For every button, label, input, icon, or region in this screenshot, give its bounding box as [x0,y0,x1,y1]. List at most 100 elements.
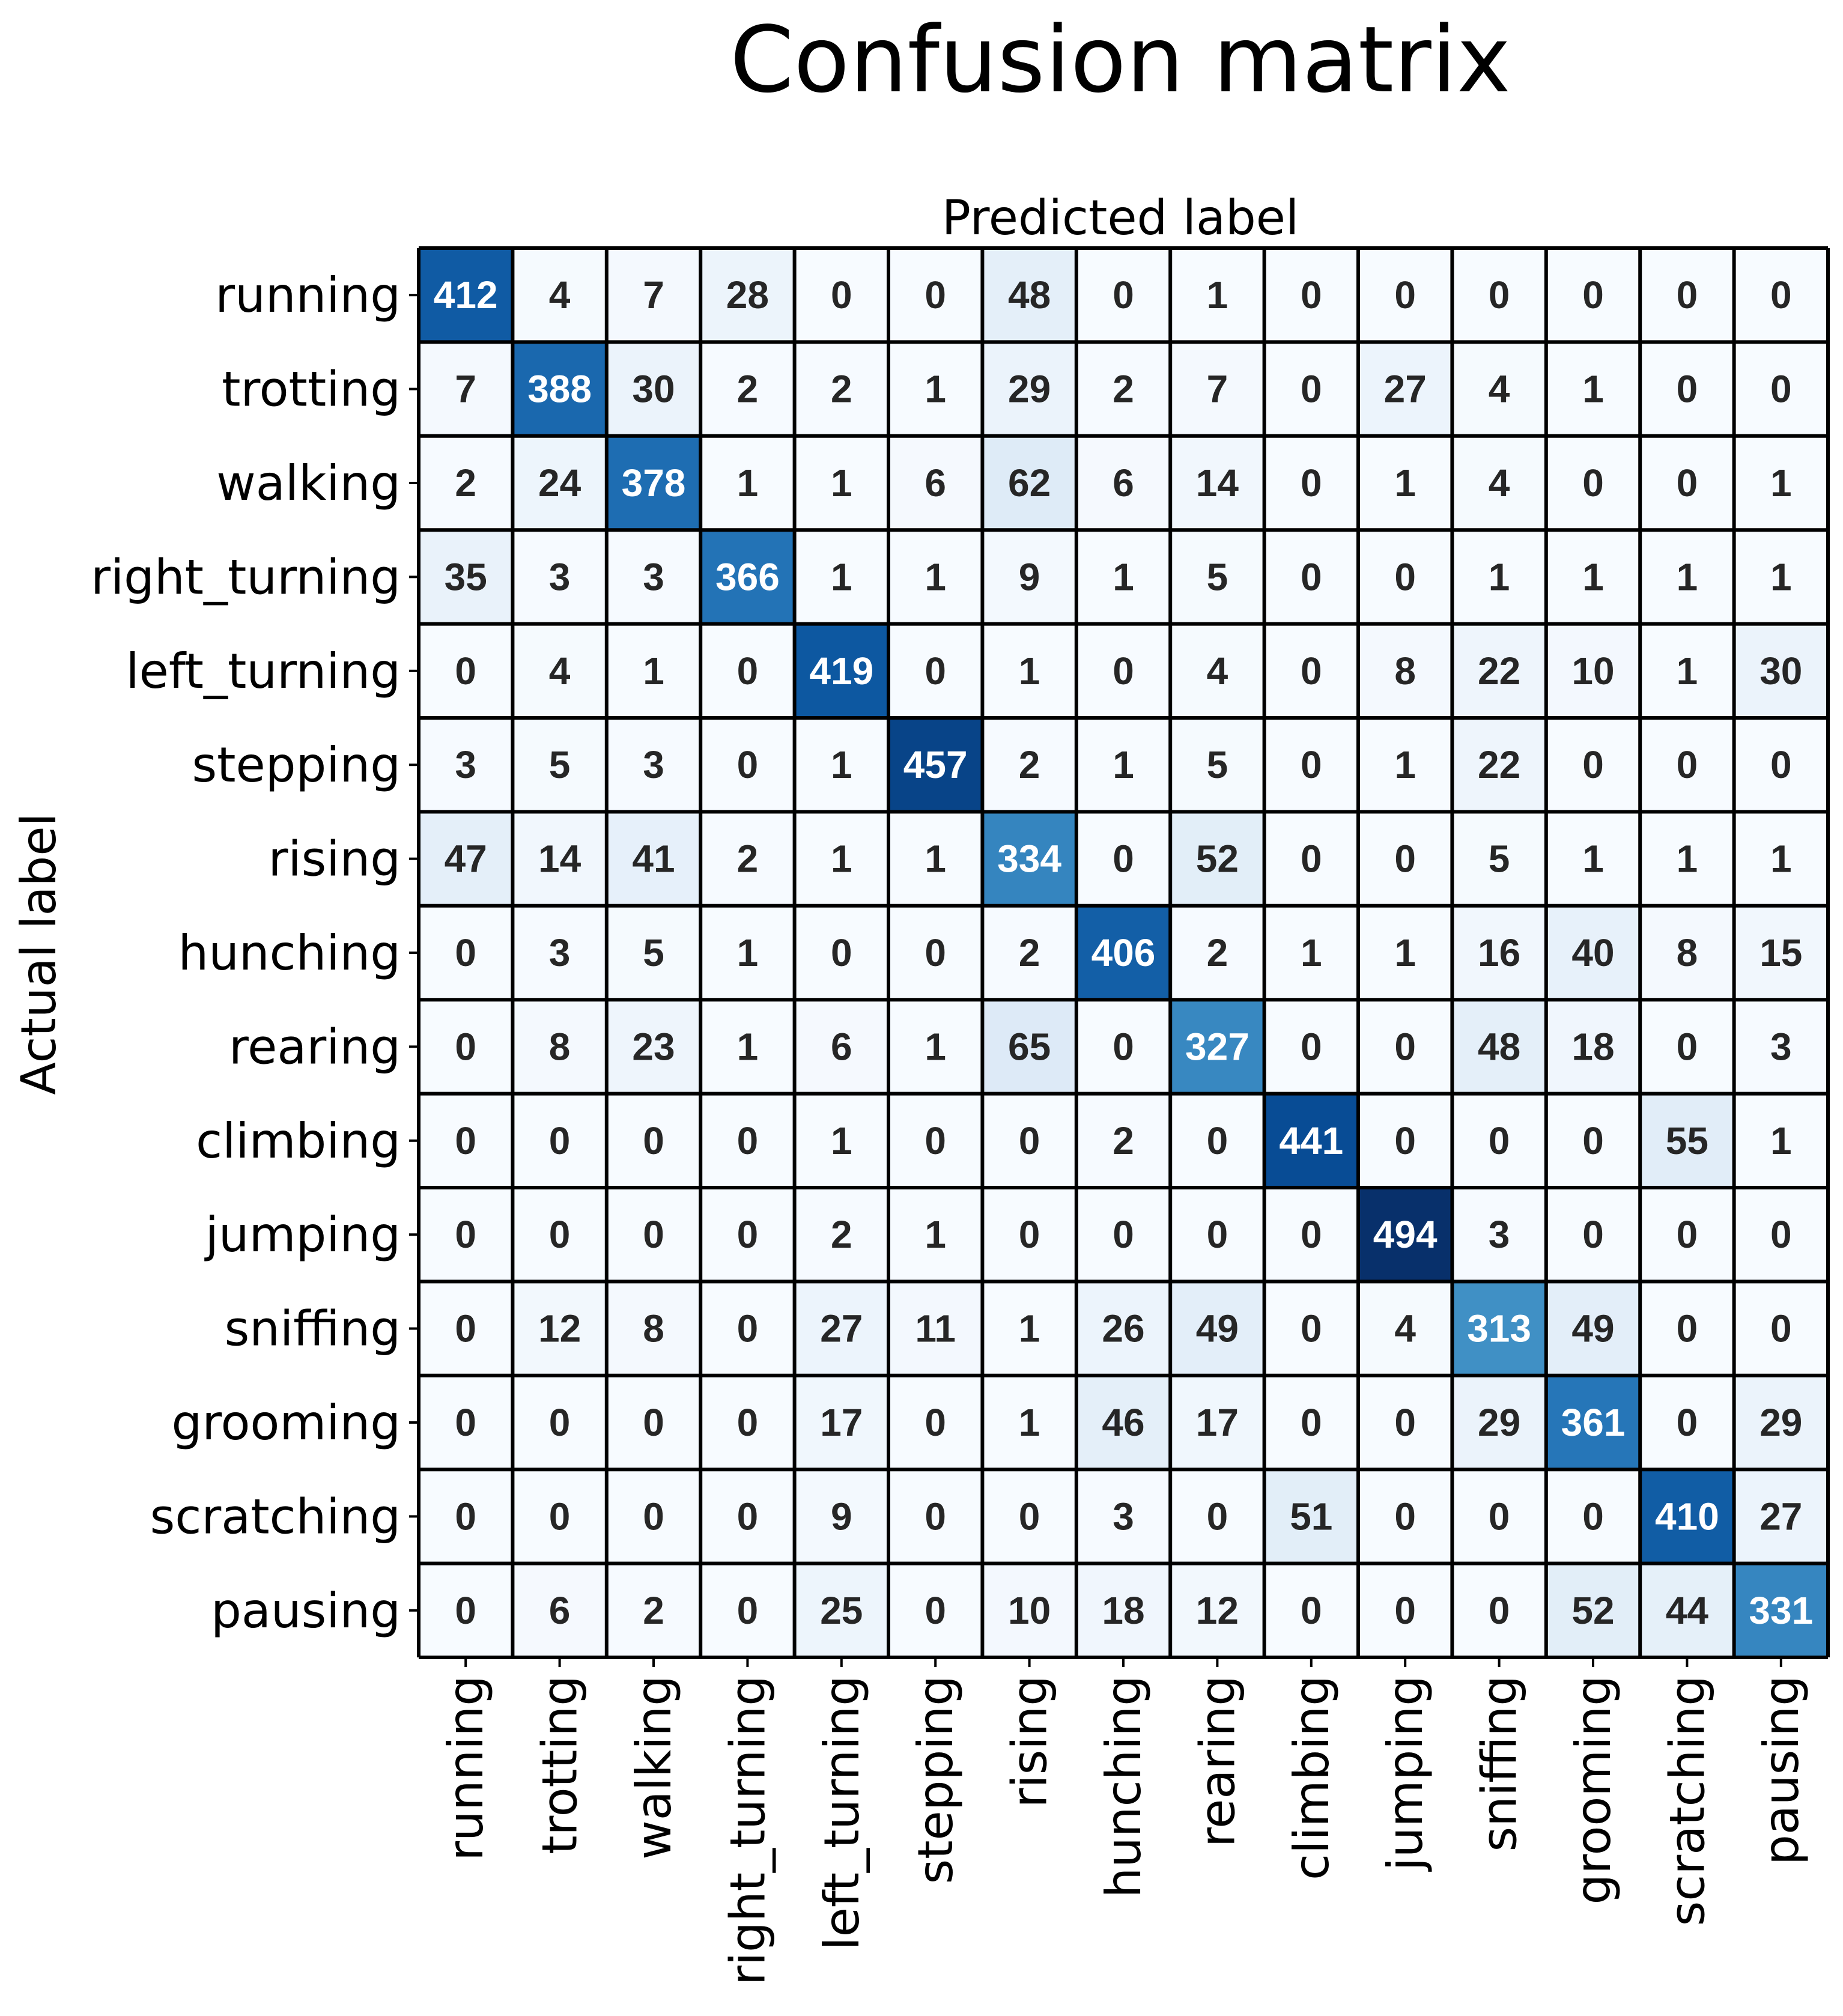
heatmap-cell-5-13 [1640,718,1734,812]
cell-value-label-0-9: 0 [1301,273,1322,317]
heatmap-cell-7-3 [700,905,795,1000]
cell-value-label-0-14: 0 [1770,273,1792,317]
heatmap-cell-1-8 [1170,342,1265,436]
cell-value-label-3-2: 3 [643,555,664,598]
heatmap-cell-3-8 [1170,530,1265,624]
heatmap-cell-1-7 [1076,342,1171,436]
cell-value-label-7-1: 3 [549,931,571,974]
heatmap-cell-3-0 [419,530,513,624]
heatmap-cell-0-8 [1170,248,1265,342]
cell-value-label-13-6: 0 [1019,1495,1040,1538]
cell-value-label-9-12: 0 [1582,1119,1604,1162]
cell-value-label-4-13: 1 [1677,649,1698,693]
heatmap-cell-8-9 [1264,1000,1358,1094]
cell-value-label-13-0: 0 [455,1495,476,1538]
cell-value-label-5-9: 0 [1301,743,1322,786]
cell-value-label-10-2: 0 [643,1213,664,1256]
heatmap-cell-9-3 [700,1093,795,1188]
cell-value-label-13-5: 0 [925,1495,946,1538]
heatmap-cell-2-4 [794,436,888,530]
x-tick-label-left_turning: left_turning [814,1675,870,1951]
heatmap-cell-14-10 [1358,1563,1453,1657]
heatmap-cell-4-10 [1358,624,1453,718]
heatmap-cell-6-7 [1076,812,1171,906]
cell-value-label-10-1: 0 [549,1213,571,1256]
cell-value-label-5-8: 5 [1207,743,1228,786]
cell-value-label-7-0: 0 [455,931,476,974]
cell-value-label-13-14: 27 [1760,1495,1802,1538]
heatmap-cell-8-10 [1358,1000,1453,1094]
cell-value-label-4-2: 1 [643,649,664,693]
heatmap-cell-2-7 [1076,436,1171,530]
heatmap-cell-12-9 [1264,1375,1358,1470]
heatmap-cell-14-2 [606,1563,701,1657]
chart-title: Confusion matrix [730,7,1511,113]
cell-value-label-13-12: 0 [1582,1495,1604,1538]
heatmap-cell-3-11 [1452,530,1546,624]
heatmap-cell-3-4 [794,530,888,624]
heatmap-cell-14-14 [1734,1563,1828,1657]
heatmap-cell-12-3 [700,1375,795,1470]
heatmap-cell-11-8 [1170,1281,1265,1376]
cell-value-label-1-0: 7 [455,368,476,411]
cell-value-label-0-5: 0 [925,273,946,317]
cell-value-label-6-2: 41 [632,837,675,881]
heatmap-cell-3-6 [982,530,1076,624]
cell-value-label-5-5: 457 [903,743,968,786]
cell-value-label-12-0: 0 [455,1401,476,1444]
heatmap-cell-2-12 [1546,436,1641,530]
cell-value-label-5-11: 22 [1478,743,1520,786]
heatmap-cell-6-3 [700,812,795,906]
heatmap-cell-8-2 [606,1000,701,1094]
cell-value-label-7-5: 0 [925,931,946,974]
cell-value-label-9-10: 0 [1394,1119,1416,1162]
heatmap-cell-2-0 [419,436,513,530]
cell-value-label-6-3: 2 [737,837,759,881]
cell-value-label-1-6: 29 [1008,368,1051,411]
heatmap-cell-13-9 [1264,1469,1358,1564]
cell-value-label-11-4: 27 [820,1307,863,1350]
heatmap-cell-1-11 [1452,342,1546,436]
cell-value-label-11-1: 12 [538,1307,581,1350]
x-tick-label-trotting: trotting [532,1675,588,1854]
heatmap-cell-7-13 [1640,905,1734,1000]
heatmap-cell-12-5 [888,1375,983,1470]
heatmap-cell-14-0 [419,1563,513,1657]
cell-value-label-2-3: 1 [737,461,759,505]
cell-value-label-1-3: 2 [737,368,759,411]
cell-value-label-7-4: 0 [831,931,852,974]
heatmap-cell-5-9 [1264,718,1358,812]
cell-value-label-2-4: 1 [831,461,852,505]
heatmap-cell-10-0 [419,1188,513,1282]
heatmap-cell-11-4 [794,1281,888,1376]
heatmap-cell-13-2 [606,1469,701,1564]
cell-value-label-3-13: 1 [1677,555,1698,598]
axis-ticks: running trotting walking right_turning left_… [91,267,1809,1985]
cell-value-label-3-7: 1 [1113,555,1134,598]
heatmap-cell-9-10 [1358,1093,1453,1188]
cell-value-label-7-13: 8 [1677,931,1698,974]
cell-value-label-6-13: 1 [1677,837,1698,881]
cell-value-label-12-12: 361 [1561,1401,1626,1444]
cell-value-label-6-7: 0 [1113,837,1134,881]
heatmap-cell-7-12 [1546,905,1641,1000]
heatmap-cell-1-13 [1640,342,1734,436]
cell-value-label-5-2: 3 [643,743,664,786]
x-tick-label-rearing: rearing [1189,1675,1245,1847]
cell-value-label-13-4: 9 [831,1495,852,1538]
heatmap-cell-10-6 [982,1188,1076,1282]
cell-value-label-6-0: 47 [445,837,487,881]
y-tick-label-rearing: rearing [229,1019,401,1075]
heatmap-cell-0-4 [794,248,888,342]
heatmap-cell-5-6 [982,718,1076,812]
heatmap-cell-13-10 [1358,1469,1453,1564]
cell-value-label-5-13: 0 [1677,743,1698,786]
heatmap-cell-13-8 [1170,1469,1265,1564]
x-tick-label-rising: rising [1002,1675,1058,1808]
x-tick-label-pausing: pausing [1753,1675,1809,1865]
cell-value-label-5-6: 2 [1019,743,1040,786]
x-tick-label-hunching: hunching [1096,1675,1152,1898]
cell-value-label-7-10: 1 [1394,931,1416,974]
cell-value-label-2-8: 14 [1196,461,1239,505]
heatmap-cell-7-2 [606,905,701,1000]
